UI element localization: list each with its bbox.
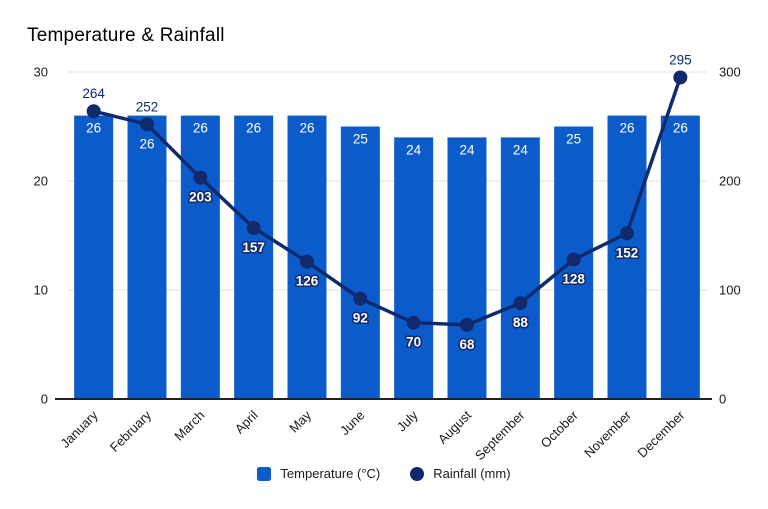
legend-label-rainfall: Rainfall (mm) (433, 466, 511, 481)
rainfall-point (673, 70, 688, 85)
bar-value-label: 26 (246, 121, 261, 136)
x-axis-month-label: December (634, 407, 687, 460)
y-axis-tick-label-left: 20 (34, 174, 48, 189)
x-axis-month-label: October (537, 407, 581, 451)
rainfall-point (353, 291, 368, 306)
rainfall-point (406, 315, 421, 330)
x-axis-month-label: April (232, 407, 261, 436)
temperature-bar (340, 126, 380, 399)
rainfall-point (460, 317, 474, 332)
bar-value-label: 26 (299, 121, 314, 136)
x-axis-month-label: February (107, 407, 155, 455)
rainfall-value-label: 252 (136, 99, 159, 114)
rainfall-value-label: 70 (406, 335, 421, 350)
x-axis-month-label: July (394, 407, 421, 434)
y-axis-tick-label-right: 300 (719, 65, 741, 80)
rainfall-point (300, 254, 314, 269)
chart-legend: Temperature (°C) Rainfall (mm) (0, 466, 768, 481)
rainfall-value-label: 203 (189, 190, 212, 205)
temperature-bar (394, 137, 434, 399)
rainfall-value-label: 157 (242, 240, 265, 255)
y-axis-tick-label-left: 10 (34, 283, 48, 298)
y-axis-tick-label-left: 0 (41, 392, 48, 407)
temperature-bar (127, 115, 167, 399)
temperature-bar (234, 115, 274, 399)
bar-value-label: 24 (406, 142, 422, 157)
x-axis-month-label: January (57, 407, 101, 451)
rainfall-point (566, 252, 581, 267)
temperature-bar (607, 115, 647, 399)
x-axis-month-label: June (337, 408, 368, 439)
rainfall-value-label: 126 (296, 274, 319, 289)
temperature-bar (180, 115, 220, 399)
rainfall-point (140, 117, 154, 132)
temperature-bar (500, 137, 540, 399)
x-axis-month-label: August (435, 407, 474, 446)
x-axis-month-label: September (472, 407, 528, 463)
rainfall-value-label: 128 (562, 271, 585, 286)
x-axis-month-label: May (286, 407, 314, 435)
bar-value-label: 26 (193, 121, 208, 136)
x-axis-month-label: March (171, 408, 207, 444)
y-axis-tick-label-left: 30 (34, 65, 48, 80)
bar-value-label: 24 (513, 142, 529, 157)
rainfall-value-label: 88 (513, 315, 529, 330)
rainfall-point (513, 296, 528, 311)
rainfall-value-label: 264 (82, 86, 105, 101)
temperature-swatch-icon (257, 466, 272, 481)
bar-value-label: 25 (566, 132, 581, 147)
y-axis-tick-label-right: 0 (719, 392, 726, 407)
rainfall-point (193, 170, 208, 185)
rainfall-value-label: 152 (616, 245, 639, 260)
bar-value-label: 26 (86, 121, 101, 136)
bar-value-label: 26 (139, 136, 154, 151)
rainfall-point (246, 220, 261, 235)
temperature-bar (74, 115, 114, 399)
bar-value-label: 26 (619, 121, 634, 136)
legend-label-temperature: Temperature (°C) (280, 466, 381, 481)
temperature-bar (447, 137, 487, 399)
bar-value-label: 25 (353, 132, 368, 147)
temperature-bar (660, 115, 700, 399)
bar-value-label: 26 (673, 121, 688, 136)
y-axis-tick-label-right: 100 (719, 283, 741, 298)
rainfall-value-label: 295 (669, 52, 692, 67)
legend-item-rainfall: Rainfall (mm) (410, 466, 511, 481)
rainfall-value-label: 68 (459, 337, 475, 352)
rainfall-point (86, 104, 101, 119)
chart-title: Temperature & Rainfall (27, 25, 225, 46)
rainfall-value-label: 92 (353, 311, 368, 326)
rainfall-point (620, 226, 634, 241)
x-axis-month-label: November (581, 407, 634, 460)
legend-item-temperature: Temperature (°C) (257, 466, 380, 481)
bar-value-label: 24 (459, 142, 475, 157)
rainfall-line (93, 76, 682, 327)
y-axis-tick-label-right: 200 (719, 174, 741, 189)
rainfall-swatch-icon (410, 466, 425, 481)
